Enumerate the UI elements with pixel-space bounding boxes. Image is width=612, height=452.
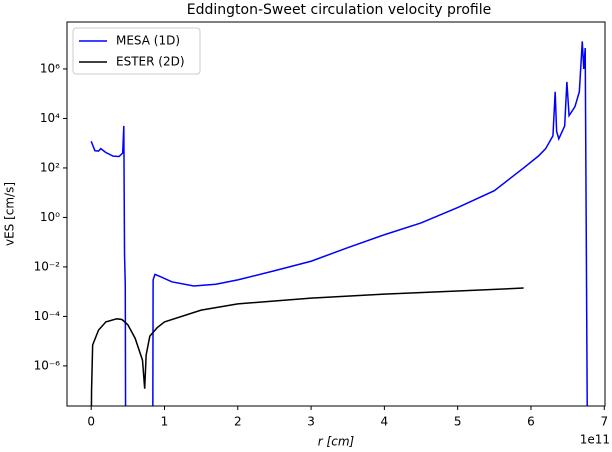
y-tick-label: 10⁻⁴ (34, 309, 61, 323)
x-tick-label: 3 (307, 415, 315, 429)
x-axis-label: r [cm] (318, 435, 355, 449)
x-tick-label: 5 (454, 415, 462, 429)
x-tick-label: 0 (87, 415, 95, 429)
x-tick-label: 7 (600, 415, 608, 429)
y-tick-label: 10⁴ (40, 111, 60, 125)
y-tick-label: 10⁰ (40, 210, 60, 224)
y-tick-label: 10⁶ (40, 61, 60, 75)
legend-label: ESTER (2D) (116, 55, 185, 69)
chart-title: Eddington-Sweet circulation velocity pro… (187, 2, 491, 18)
y-axis-label: vES [cm/s] (3, 182, 17, 246)
x-tick-label: 6 (527, 415, 535, 429)
x-tick-label: 2 (234, 415, 242, 429)
y-tick-label: 10² (40, 160, 60, 174)
axes-frame (66, 21, 606, 407)
series-line (90, 41, 588, 406)
legend: MESA (1D) ESTER (2D) (72, 27, 201, 75)
x-tick-label: 1 (161, 415, 169, 429)
plot-area (90, 41, 588, 406)
x-tick-label: 4 (381, 415, 389, 429)
y-tick-label: 10⁻² (34, 259, 61, 273)
series-line (90, 287, 524, 406)
x-offset-label: 1e11 (580, 433, 610, 447)
legend-label: MESA (1D) (116, 34, 180, 48)
y-tick-label: 10⁻⁶ (34, 358, 61, 372)
